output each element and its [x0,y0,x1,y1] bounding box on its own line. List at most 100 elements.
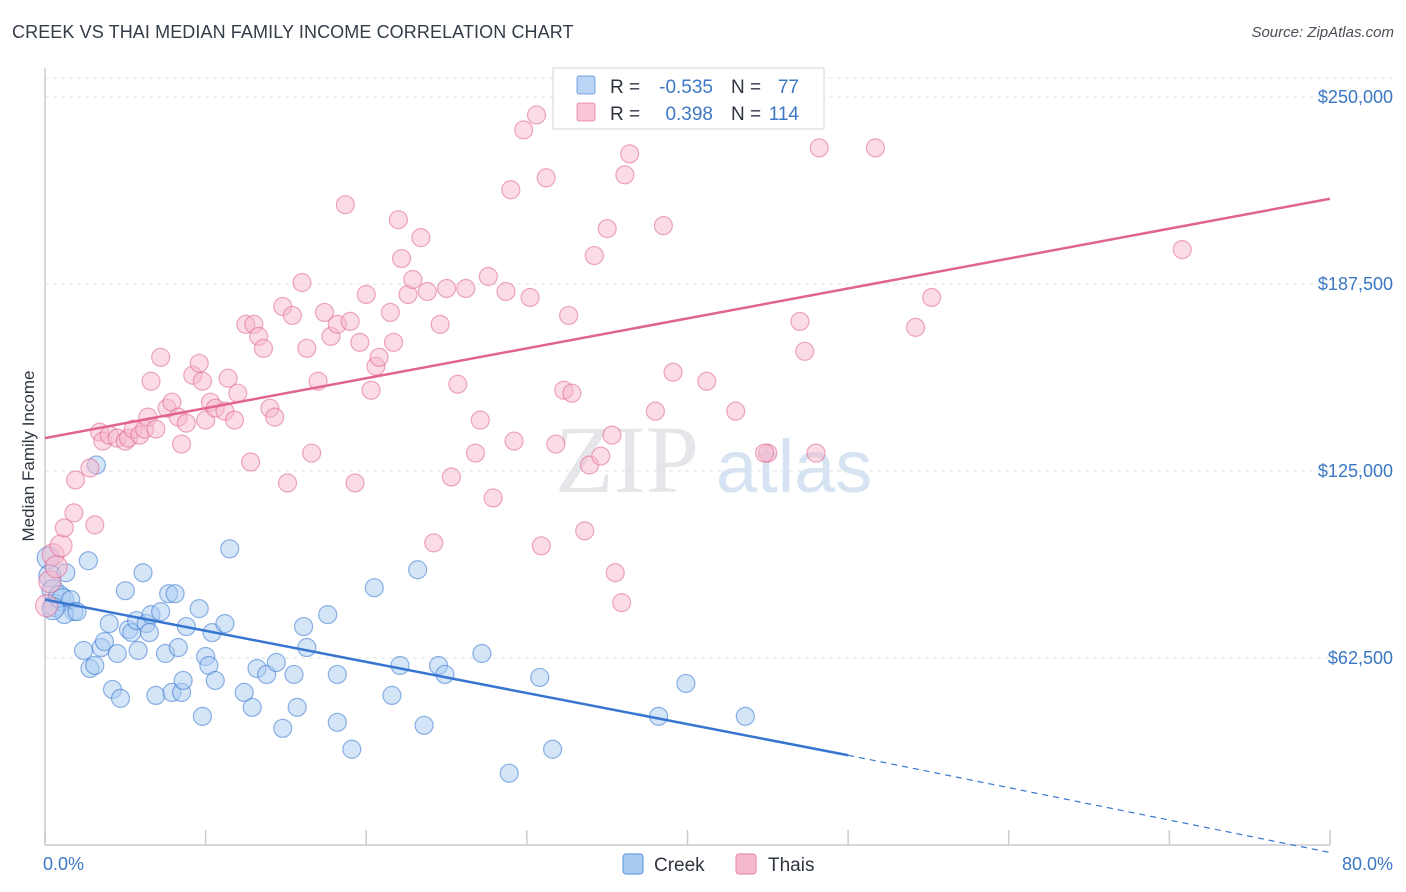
y-tick-label: $125,000 [1318,461,1393,481]
bottom-legend-swatch-thais [735,853,757,875]
data-point-thais [456,278,476,299]
data-point-creek [242,697,262,717]
data-point-creek [133,563,153,583]
data-point-thais [345,473,365,493]
y-axis-tick-labels: $62,500 $125,000 $187,500 $250,000 [1318,87,1393,668]
data-point-creek [107,643,127,664]
data-point-thais [35,594,59,618]
data-point-thais [504,431,524,451]
data-point-creek [168,637,188,658]
legend-r-label-creek: R = [610,77,640,98]
data-point-thais [383,332,404,352]
data-point-thais [478,266,498,287]
data-point-thais [361,380,381,400]
chart-title: CREEK VS THAI MEDIAN FAMILY INCOME CORRE… [12,22,574,42]
top-legend: R = -0.535 N = 77 R = 0.398 N = 114 [552,67,825,130]
data-point-thais [436,278,457,299]
data-point-thais [496,281,516,302]
data-point-thais [424,533,444,553]
data-point-thais [501,180,521,200]
data-point-thais [302,443,322,463]
data-point-creek [215,613,235,634]
data-point-creek [530,667,550,688]
data-point-creek [189,599,209,619]
data-point-thais [531,536,551,556]
data-point-creek [205,670,225,691]
data-point-thais [253,338,274,358]
data-point-thais [645,401,665,421]
data-point-thais [146,419,166,439]
y-tick-label: $187,500 [1318,274,1393,294]
data-point-thais [615,165,635,185]
data-point-creek [220,539,240,559]
legend-r-value-thais: 0.398 [665,104,713,125]
data-point-thais [350,332,370,352]
data-point-thais [49,534,73,558]
y-axis-label: Median Family Income [19,370,38,541]
y-tick-label: $62,500 [1328,648,1393,668]
data-point-creek [676,673,696,694]
data-point-creek [128,640,148,661]
data-point-creek [94,631,115,652]
data-point-creek [266,652,286,673]
data-point-creek [192,706,213,726]
series-thais-points [35,105,1192,618]
data-point-thais [591,446,611,466]
data-point-thais [430,314,450,334]
gridlines [45,77,1392,659]
x-tick-label-max: 80.0% [1342,854,1393,874]
data-point-creek [435,664,455,685]
data-point-thais [265,407,285,427]
data-point-creek [273,718,293,738]
bottom-legend-swatch-creek [622,853,644,875]
data-point-creek [735,706,755,726]
data-point-thais [865,138,886,158]
data-point-thais [470,410,490,430]
data-point-thais [441,467,461,487]
data-point-thais [189,353,209,373]
legend-n-value-thais: 114 [769,104,800,125]
data-point-creek [146,685,166,706]
data-point-thais [562,383,582,403]
data-point-thais [80,458,100,478]
data-point-thais [663,362,683,382]
data-point-creek [151,602,171,622]
top-legend-box [552,67,825,130]
data-point-creek [234,682,254,703]
data-point-thais [653,216,674,236]
data-point-thais [282,305,302,326]
data-point-creek [327,664,347,685]
data-point-thais [448,374,468,394]
data-point-thais [228,383,248,403]
data-point-thais [369,347,389,367]
data-point-thais [44,555,68,579]
data-point-thais [602,425,622,445]
data-point-creek [287,697,307,717]
bottom-legend: Creek Thais [622,853,814,876]
data-point-thais [141,371,161,391]
data-point-thais [151,347,171,367]
data-point-thais [335,195,355,215]
data-point-thais [790,311,810,331]
data-point-thais [546,434,566,454]
data-point-creek [414,715,434,735]
watermark-atlas: atlas [716,425,872,508]
trend-line-creek [44,598,849,757]
data-point-thais [64,503,84,523]
data-point-creek [73,640,94,661]
watermark-zip: ZIP [555,406,699,513]
data-point-thais [905,317,926,337]
data-point-thais [575,521,595,541]
data-point-thais [340,311,360,331]
data-point-creek [472,643,492,664]
data-point-thais [85,515,105,535]
data-point-thais [380,302,400,323]
data-point-creek [390,655,410,676]
data-point-thais [806,443,826,463]
data-point-thais [612,593,632,613]
data-point-thais [483,488,503,508]
data-point-thais [292,272,312,293]
data-point-creek [110,688,131,708]
data-point-thais [391,248,412,269]
